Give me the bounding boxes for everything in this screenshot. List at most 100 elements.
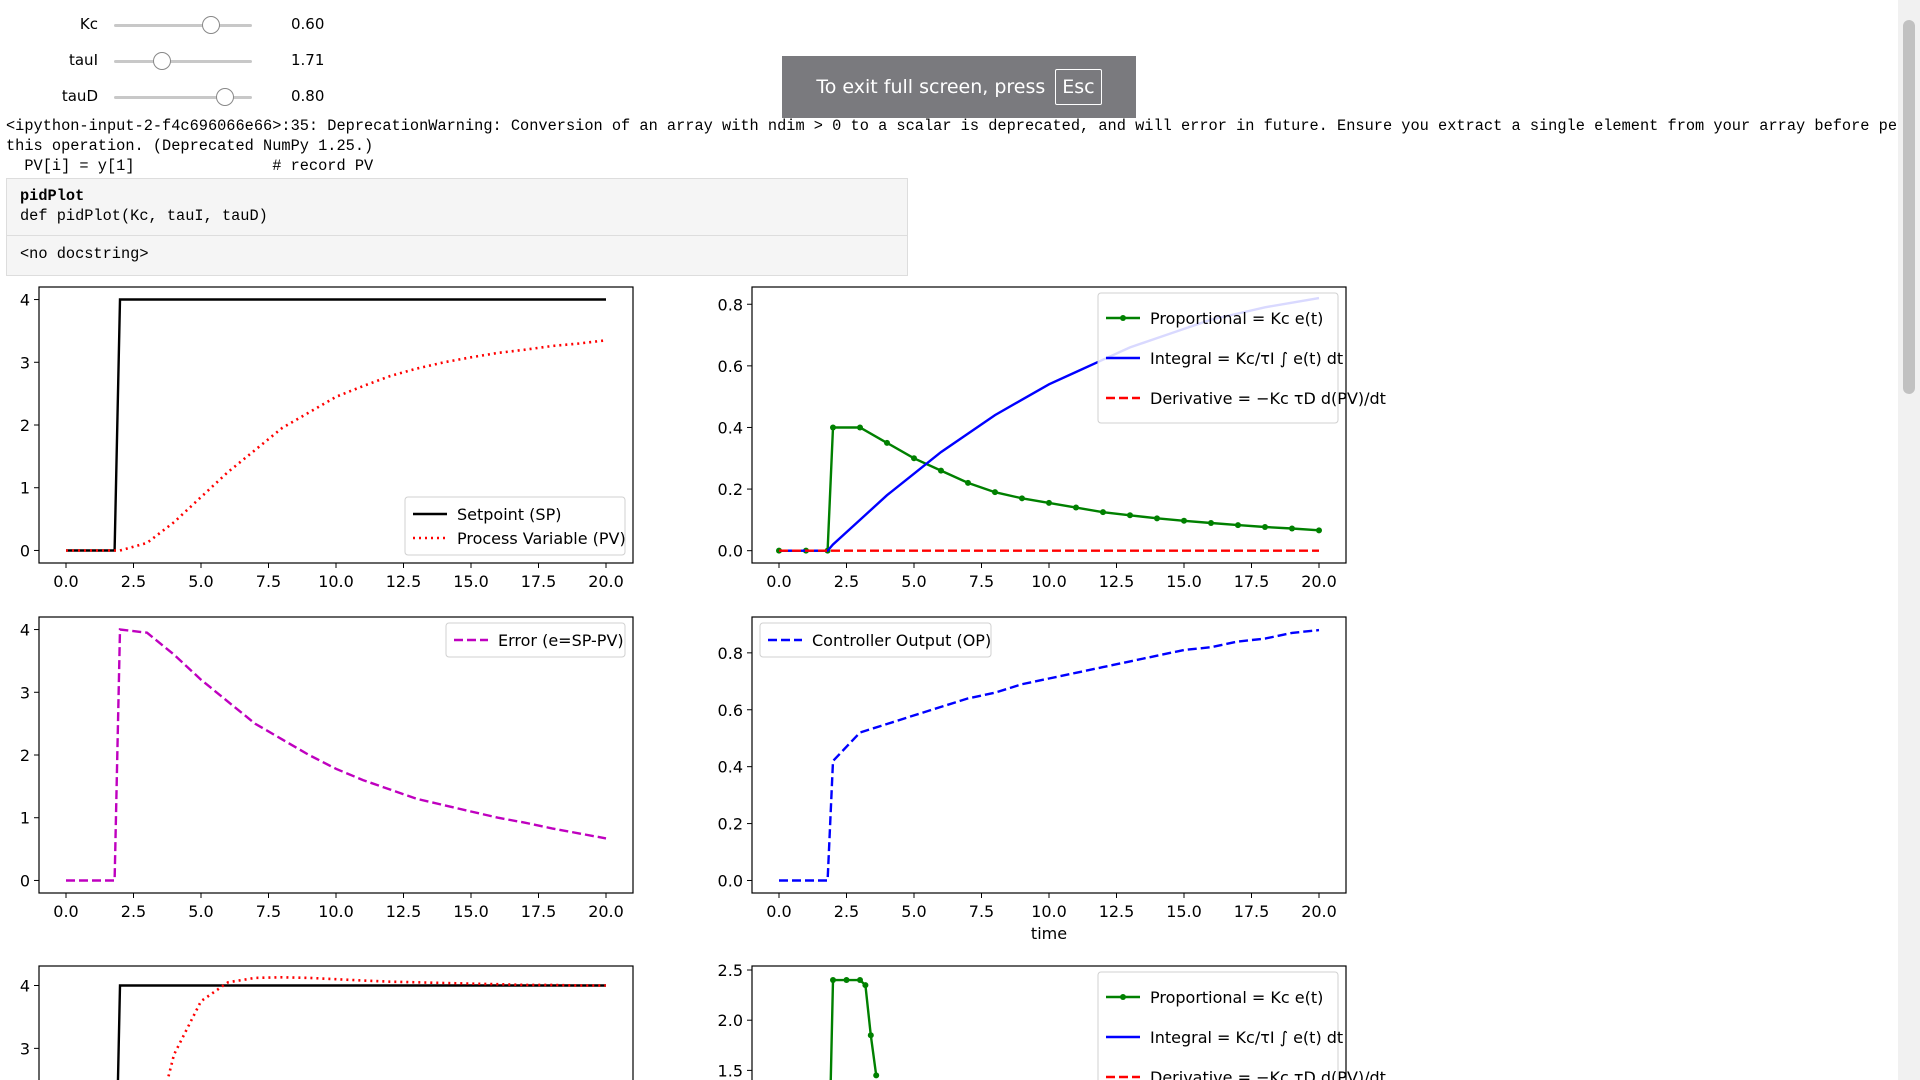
- slider-handle[interactable]: [153, 52, 171, 70]
- scrollbar[interactable]: [1898, 0, 1920, 1080]
- series-line: [779, 426, 1320, 552]
- series-marker: [1316, 527, 1322, 534]
- divider: [7, 235, 907, 236]
- axes-frame: [38, 965, 634, 1080]
- plot-area: [66, 298, 607, 552]
- plot-area: [66, 628, 607, 882]
- x-tick-label: 20.0: [1301, 902, 1337, 921]
- series-line: [66, 298, 606, 552]
- series-marker: [1154, 515, 1160, 522]
- series-marker: [857, 977, 863, 984]
- series-line: [779, 628, 1320, 882]
- x-tick-label: 17.5: [521, 572, 557, 591]
- y-tick-label: 0: [20, 871, 30, 890]
- toast-text: To exit full screen, press: [816, 76, 1046, 98]
- legend-box: [1097, 292, 1339, 424]
- y-tick-label: 1.5: [718, 1061, 743, 1080]
- series-line: [66, 628, 607, 882]
- plot-area: [779, 628, 1320, 882]
- series-marker: [911, 455, 917, 462]
- x-tick-label: 10.0: [1031, 572, 1067, 591]
- legend-box: [759, 622, 992, 658]
- plot-area: [116, 975, 606, 1080]
- y-tick-label: 0.2: [718, 815, 743, 834]
- series-line: [116, 984, 606, 1080]
- chart: 0.0 2.5 5.0 7.5 10.0 12.5 15.0 17.5 20.0 0 1 2 3 4 Err…: [20, 616, 634, 921]
- axes-frame: [751, 965, 1347, 1080]
- fullscreen-toast: To exit full screen, press Esc: [782, 56, 1136, 118]
- y-tick-label: 0.6: [718, 357, 743, 376]
- series-marker: [1127, 512, 1133, 519]
- series-marker: [873, 1072, 880, 1079]
- chart: 0.0 2.5 5.0 7.5 10.0 12.5 15.0 17.5 20.0 0.0 0.2 0.…: [718, 286, 1386, 591]
- chart: 0.0 2.5 5.0 7.5 10.0 12.5 15.0 17.5 20.0 0 1 2 3 4 Set…: [20, 286, 634, 591]
- series-marker: [1019, 495, 1025, 502]
- x-tick-label: 15.0: [1166, 572, 1202, 591]
- x-tick-label: 15.0: [453, 572, 489, 591]
- series-marker: [1181, 517, 1187, 524]
- legend-box: [1097, 971, 1339, 1080]
- x-tick-label: 5.0: [188, 902, 213, 921]
- slider-track[interactable]: [114, 96, 252, 99]
- warning-line: this operation. (Deprecated NumPy 1.25.): [6, 137, 374, 155]
- x-tick-label: 10.0: [318, 902, 354, 921]
- series-line: [829, 978, 878, 1080]
- y-tick-label: 0.8: [718, 644, 743, 663]
- axes-frame: [751, 616, 1347, 894]
- slider-handle[interactable]: [202, 16, 220, 34]
- doc-body: <no docstring>: [20, 245, 149, 263]
- legend-label: Controller Output (OP): [812, 631, 991, 650]
- legend-label: Process Variable (PV): [457, 529, 626, 548]
- series-marker: [843, 977, 850, 984]
- x-tick-label: 0.0: [53, 572, 78, 591]
- x-tick-label: 7.5: [256, 902, 281, 921]
- x-tick-label: 0.0: [766, 572, 791, 591]
- series-marker: [862, 982, 869, 989]
- scrollbar-thumb[interactable]: [1903, 20, 1915, 394]
- x-tick-label: 12.5: [386, 902, 422, 921]
- y-tick-label: 0: [20, 541, 30, 560]
- series-marker: [1073, 504, 1079, 511]
- series-marker: [965, 479, 971, 486]
- slider-value: 0.60: [291, 15, 325, 33]
- toast-key[interactable]: Esc: [1055, 69, 1102, 105]
- x-tick-label: 7.5: [969, 572, 994, 591]
- x-tick-label: 20.0: [588, 902, 624, 921]
- plot-area: [829, 977, 880, 1080]
- x-tick-label: 12.5: [1099, 902, 1135, 921]
- y-tick-label: 1: [20, 809, 30, 828]
- y-tick-label: 0.4: [718, 418, 743, 437]
- legend-box: [404, 496, 626, 556]
- legend-label: Error (e=SP-PV): [498, 631, 624, 650]
- y-tick-label: 0.0: [718, 542, 743, 561]
- x-tick-label: 17.5: [521, 902, 557, 921]
- x-tick-label: 0.0: [53, 902, 78, 921]
- slider-label: Kc: [79, 15, 98, 33]
- slider-track[interactable]: [114, 24, 252, 27]
- x-tick-label: 5.0: [188, 572, 213, 591]
- slider-track[interactable]: [114, 60, 252, 63]
- chart: 1.5 2.0 2.5 Proportional = Kc e(t) Integral …: [718, 961, 1386, 1080]
- legend-marker: [1120, 315, 1126, 321]
- x-tick-label: 7.5: [969, 902, 994, 921]
- y-tick-label: 3: [20, 683, 30, 702]
- x-axis-label: time: [1031, 924, 1067, 943]
- legend-box: [445, 622, 626, 658]
- y-tick-label: 4: [20, 976, 30, 995]
- x-tick-label: 0.0: [766, 902, 791, 921]
- x-tick-label: 10.0: [1031, 902, 1067, 921]
- series-marker: [884, 439, 890, 446]
- y-tick-label: 2.0: [718, 1011, 743, 1030]
- x-tick-label: 10.0: [318, 572, 354, 591]
- slider-handle[interactable]: [216, 88, 234, 106]
- series-marker: [938, 467, 944, 474]
- series-marker: [1262, 523, 1268, 530]
- slider-label: tauD: [61, 87, 98, 105]
- legend-label: Proportional = Kc e(t): [1150, 309, 1323, 328]
- y-tick-label: 0.8: [718, 295, 743, 314]
- y-tick-label: 4: [20, 621, 30, 640]
- x-tick-label: 2.5: [834, 902, 859, 921]
- y-tick-label: 2: [20, 416, 30, 435]
- y-tick-label: 3: [20, 353, 30, 372]
